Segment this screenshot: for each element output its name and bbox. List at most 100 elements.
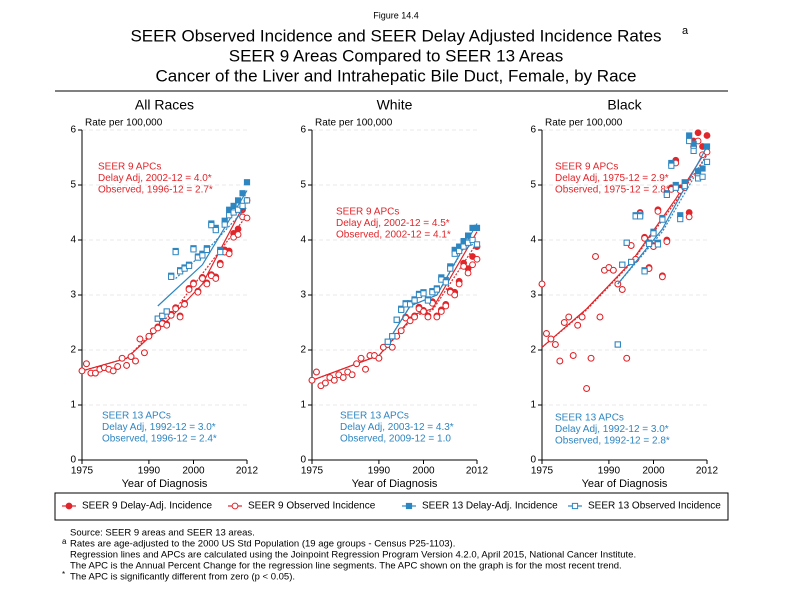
title-line: SEER 9 Areas Compared to SEER 13 Areas (229, 46, 564, 65)
data-point (637, 213, 644, 220)
data-point (460, 263, 468, 270)
data-point (411, 313, 418, 321)
data-point (447, 265, 454, 272)
data-point (243, 179, 251, 186)
footnote-mark: a (62, 537, 67, 546)
footnote: The APC is significantly different from … (70, 572, 295, 583)
data-point (543, 330, 550, 337)
y-tick-label: 3 (300, 290, 306, 301)
data-point (243, 214, 251, 222)
data-point (690, 147, 697, 155)
data-point (78, 367, 86, 375)
title-mark: a (682, 25, 689, 37)
annotation: Observed, 2009-12 = 1.0 (340, 434, 451, 445)
data-point (199, 252, 206, 259)
data-point (556, 357, 564, 365)
footnote: The APC is the Annual Percent Change for… (70, 561, 622, 572)
figure-label: Figure 14.4 (373, 10, 419, 20)
data-point (623, 354, 631, 362)
y-axis-label: Rate per 100,000 (85, 118, 163, 129)
data-point (217, 249, 224, 256)
y-tick-label: 1 (300, 400, 306, 411)
series (154, 179, 251, 322)
data-point (239, 190, 246, 197)
data-point (645, 240, 653, 247)
y-tick-label: 0 (70, 455, 76, 466)
data-point (348, 371, 356, 379)
data-point (420, 290, 427, 297)
legend-label: SEER 13 Observed Incidence (588, 501, 721, 512)
x-tick-label: 2000 (412, 466, 435, 477)
data-point (208, 222, 215, 229)
trend-line (81, 214, 248, 372)
footnote: Regression lines and APCs are calculated… (70, 550, 636, 561)
data-point (114, 363, 122, 370)
x-axis-label: Year of Diagnosis (582, 478, 668, 490)
data-point (321, 379, 329, 387)
data-point (654, 208, 662, 215)
annotation: Observed, 2002-12 = 4.1* (336, 230, 451, 241)
annotation: Delay Adj, 2002-12 = 4.5* (336, 218, 450, 229)
footnote: Source: SEER 9 areas and SEER 13 areas. (70, 528, 255, 539)
x-axis-label: Year of Diagnosis (352, 478, 438, 490)
data-point (172, 305, 180, 313)
data-point (424, 297, 432, 304)
legend-label: SEER 13 Delay-Adj. Incidence (422, 501, 558, 512)
data-point (407, 301, 414, 308)
legend-label: SEER 9 Delay-Adj. Incidence (82, 501, 213, 512)
legend-marker (405, 502, 413, 510)
x-tick-label: 2012 (236, 466, 259, 477)
y-tick-label: 6 (70, 125, 76, 136)
legend-marker (231, 502, 239, 510)
data-point (127, 353, 135, 361)
x-tick-label: 1975 (301, 466, 324, 477)
data-point (473, 224, 481, 232)
data-point (569, 352, 577, 359)
data-point (641, 268, 648, 275)
y-tick-label: 0 (300, 455, 306, 466)
data-point (389, 333, 396, 340)
trend-line (617, 154, 708, 285)
data-point (469, 261, 476, 269)
data-point (424, 313, 432, 321)
data-point (547, 335, 555, 343)
data-point (663, 238, 671, 246)
annotation: Delay Adj, 2002-12 = 4.0* (98, 173, 212, 184)
annotation: Observed, 1992-12 = 2.8* (555, 436, 670, 447)
data-point (538, 280, 546, 288)
data-point (199, 275, 206, 282)
y-tick-label: 3 (530, 290, 536, 301)
data-point (225, 250, 233, 258)
data-point (587, 354, 595, 362)
data-point (578, 313, 586, 321)
data-point (313, 368, 320, 376)
data-point (442, 279, 449, 286)
annotation: Observed, 1996-12 = 2.7* (98, 185, 213, 196)
annotation: SEER 13 APCs (340, 411, 409, 422)
annotation: Delay Adj, 1992-12 = 3.0* (102, 422, 216, 433)
data-point (574, 321, 582, 329)
annotation: Delay Adj, 1975-12 = 2.9* (555, 173, 669, 184)
data-point (397, 327, 405, 335)
y-tick-label: 4 (530, 235, 536, 246)
data-point (551, 341, 559, 348)
data-point (91, 369, 99, 377)
data-point (663, 191, 670, 199)
data-point (592, 253, 599, 260)
data-point (411, 297, 418, 304)
data-point (668, 162, 675, 169)
data-point (442, 302, 450, 310)
data-point (168, 273, 175, 280)
data-point (190, 280, 197, 288)
data-point (123, 362, 130, 369)
legend-marker (571, 502, 579, 510)
y-tick-label: 3 (70, 290, 76, 301)
data-point (339, 374, 347, 381)
y-tick-label: 4 (70, 235, 76, 246)
data-point (357, 354, 365, 362)
data-point (234, 206, 242, 213)
data-point (699, 173, 706, 180)
annotation: SEER 13 APCs (102, 411, 171, 422)
data-point (163, 308, 170, 315)
